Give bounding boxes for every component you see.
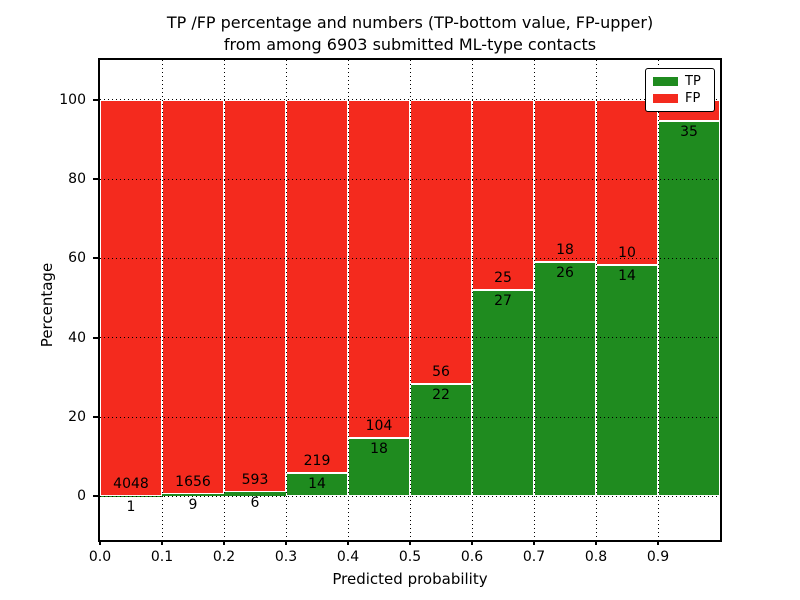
gridline-horizontal-20 [100, 416, 720, 418]
y-tick-label-80: 80 [68, 171, 86, 187]
gridline-horizontal-100 [100, 99, 720, 101]
bar-segment-tp-8 [596, 264, 658, 497]
bar-segment-tp-1 [162, 494, 224, 497]
bar-count-label-fp-4: 104 [365, 417, 393, 434]
legend-label-fp: FP [685, 91, 701, 106]
bar-count-label-tp-3: 14 [308, 475, 326, 492]
x-tick-0.4 [347, 540, 349, 545]
gridline-horizontal-40 [100, 337, 720, 339]
gridline-horizontal-80 [100, 178, 720, 180]
bar-segment-fp-1 [162, 99, 224, 495]
bar-count-label-tp-5: 22 [432, 387, 450, 404]
x-tick-label-0.3: 0.3 [274, 549, 298, 565]
y-tick-0 [93, 495, 100, 498]
bar-segment-fp-4 [348, 99, 410, 438]
x-tick-label-0.6: 0.6 [460, 549, 484, 565]
x-tick-0.1 [161, 540, 163, 545]
bar-segment-fp-2 [224, 99, 286, 493]
x-tick-0.5 [409, 540, 411, 545]
legend-label-tp: TP [685, 74, 701, 89]
x-tick-0.7 [533, 540, 535, 545]
bar-count-label-fp-8: 10 [618, 244, 636, 261]
legend-swatch-tp [653, 77, 678, 86]
bar-segment-fp-0 [100, 99, 162, 497]
gridline-vertical-6 [471, 60, 473, 540]
bar-segment-fp-5 [410, 99, 472, 385]
bar-segment-fp-8 [596, 99, 658, 265]
bar-count-label-tp-9: 35 [680, 124, 698, 141]
x-tick-0.3 [285, 540, 287, 545]
x-tick-label-0.5: 0.5 [398, 549, 422, 565]
gridline-horizontal-0 [100, 495, 720, 497]
chart-title: TP /FP percentage and numbers (TP-bottom… [100, 12, 720, 56]
bar-segment-tp-9 [658, 121, 720, 497]
gridline-horizontal-60 [100, 257, 720, 259]
y-tick-20 [93, 416, 100, 419]
y-tick-40 [93, 336, 100, 339]
bar-segment-fp-7 [534, 99, 596, 262]
y-tick-80 [93, 178, 100, 180]
plot-area: 4048 1 1656 9 593 6 219 14 104 18 56 22 25 27 18 26 10 14… [59, 60, 720, 565]
chart-title-line1: TP /FP percentage and numbers (TP-bottom… [166, 13, 654, 32]
bar-segment-tp-7 [534, 261, 596, 497]
gridline-vertical-5 [409, 60, 411, 540]
legend-item-tp: TP [653, 73, 714, 90]
x-tick-label-0.0: 0.0 [88, 549, 112, 565]
gridline-vertical-9 [657, 60, 659, 540]
bar-count-label-tp-8: 14 [618, 267, 636, 284]
gridline-vertical-8 [595, 60, 597, 540]
bar-count-label-fp-6: 25 [494, 270, 512, 287]
y-tick-60 [93, 257, 100, 260]
x-tick-0.2 [223, 540, 225, 545]
bar-count-label-fp-2: 593 [241, 472, 269, 489]
y-tick-label-40: 40 [68, 329, 86, 346]
y-tick-label-60: 60 [68, 250, 86, 267]
legend-swatch-fp [653, 94, 678, 103]
x-tick-label-0.2: 0.2 [212, 549, 236, 565]
bar-segment-tp-4 [348, 437, 410, 497]
y-tick-label-100: 100 [59, 91, 86, 108]
x-tick-label-0.8: 0.8 [584, 549, 608, 565]
y-tick-label-0: 0 [77, 488, 86, 505]
bar-count-label-tp-6: 27 [494, 293, 512, 310]
bar-count-label-tp-2: 6 [250, 495, 260, 512]
x-tick-label-0.9: 0.9 [646, 549, 670, 565]
x-tick-label-0.1: 0.1 [150, 549, 174, 565]
gridline-vertical-4 [347, 60, 349, 540]
bar-segment-tp-2 [224, 492, 286, 497]
x-tick-0.9 [657, 540, 659, 545]
bar-count-label-tp-7: 26 [556, 264, 574, 281]
gridline-vertical-3 [285, 60, 287, 540]
bar-count-label-tp-0: 1 [126, 499, 136, 516]
y-tick-100 [93, 98, 100, 101]
x-tick-0.0 [99, 540, 101, 545]
x-axis-label: Predicted probability [332, 570, 488, 588]
chart-title-line2: from among 6903 submitted ML-type contac… [223, 35, 597, 54]
gridline-vertical-1 [161, 60, 163, 540]
bar-count-label-fp-7: 18 [556, 241, 574, 258]
bar-count-label-fp-0: 4048 [113, 476, 149, 493]
legend: TP FP [645, 68, 715, 112]
bar-count-label-fp-1: 1656 [175, 474, 211, 491]
legend-item-fp: FP [653, 90, 714, 107]
bar-segment-tp-6 [472, 290, 534, 497]
bar-count-label-fp-3: 219 [303, 452, 331, 469]
bar-count-label-tp-4: 18 [370, 440, 388, 457]
x-tick-0.6 [471, 540, 473, 545]
gridline-vertical-2 [223, 60, 225, 540]
bar-count-label-fp-5: 56 [432, 364, 450, 381]
gridline-vertical-7 [533, 60, 535, 540]
bar-segment-fp-6 [472, 99, 534, 291]
bar-count-label-tp-1: 9 [188, 497, 198, 514]
x-tick-label-0.4: 0.4 [336, 549, 360, 565]
x-tick-0.8 [595, 540, 597, 545]
y-tick-label-20: 20 [68, 409, 86, 426]
x-tick-label-0.7: 0.7 [522, 549, 546, 565]
